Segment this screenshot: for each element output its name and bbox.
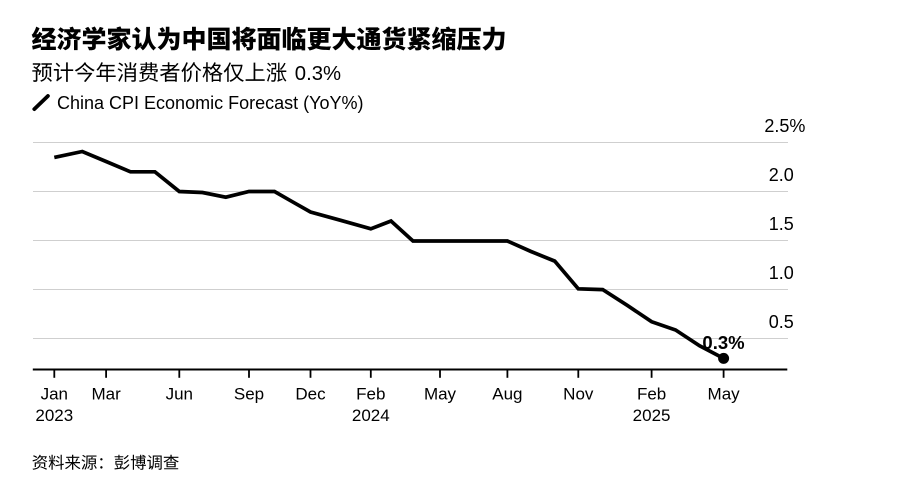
svg-text:Jun: Jun — [166, 385, 193, 404]
svg-text:Nov: Nov — [563, 385, 594, 404]
svg-text:May: May — [424, 385, 457, 404]
svg-text:2.5%: 2.5% — [764, 116, 805, 136]
svg-text:Sep: Sep — [234, 385, 264, 404]
svg-text:Feb: Feb — [356, 385, 385, 404]
svg-text:Mar: Mar — [91, 385, 121, 404]
svg-text:China CPI Economic Forecast (Y: China CPI Economic Forecast (YoY%) — [57, 93, 363, 113]
svg-text:2.0: 2.0 — [769, 165, 794, 185]
svg-text:0.5: 0.5 — [769, 312, 794, 332]
svg-text:2024: 2024 — [352, 406, 390, 425]
svg-text:May: May — [708, 385, 741, 404]
svg-text:2025: 2025 — [633, 406, 671, 425]
svg-text:Dec: Dec — [295, 385, 326, 404]
svg-text:1.0: 1.0 — [769, 263, 794, 283]
svg-text:2023: 2023 — [35, 406, 73, 425]
svg-text:Aug: Aug — [492, 385, 522, 404]
svg-text:1.5: 1.5 — [769, 214, 794, 234]
svg-text:Jan: Jan — [41, 385, 68, 404]
svg-text:Feb: Feb — [637, 385, 666, 404]
svg-text:0.3%: 0.3% — [295, 63, 341, 85]
svg-text:0.3%: 0.3% — [702, 332, 744, 353]
